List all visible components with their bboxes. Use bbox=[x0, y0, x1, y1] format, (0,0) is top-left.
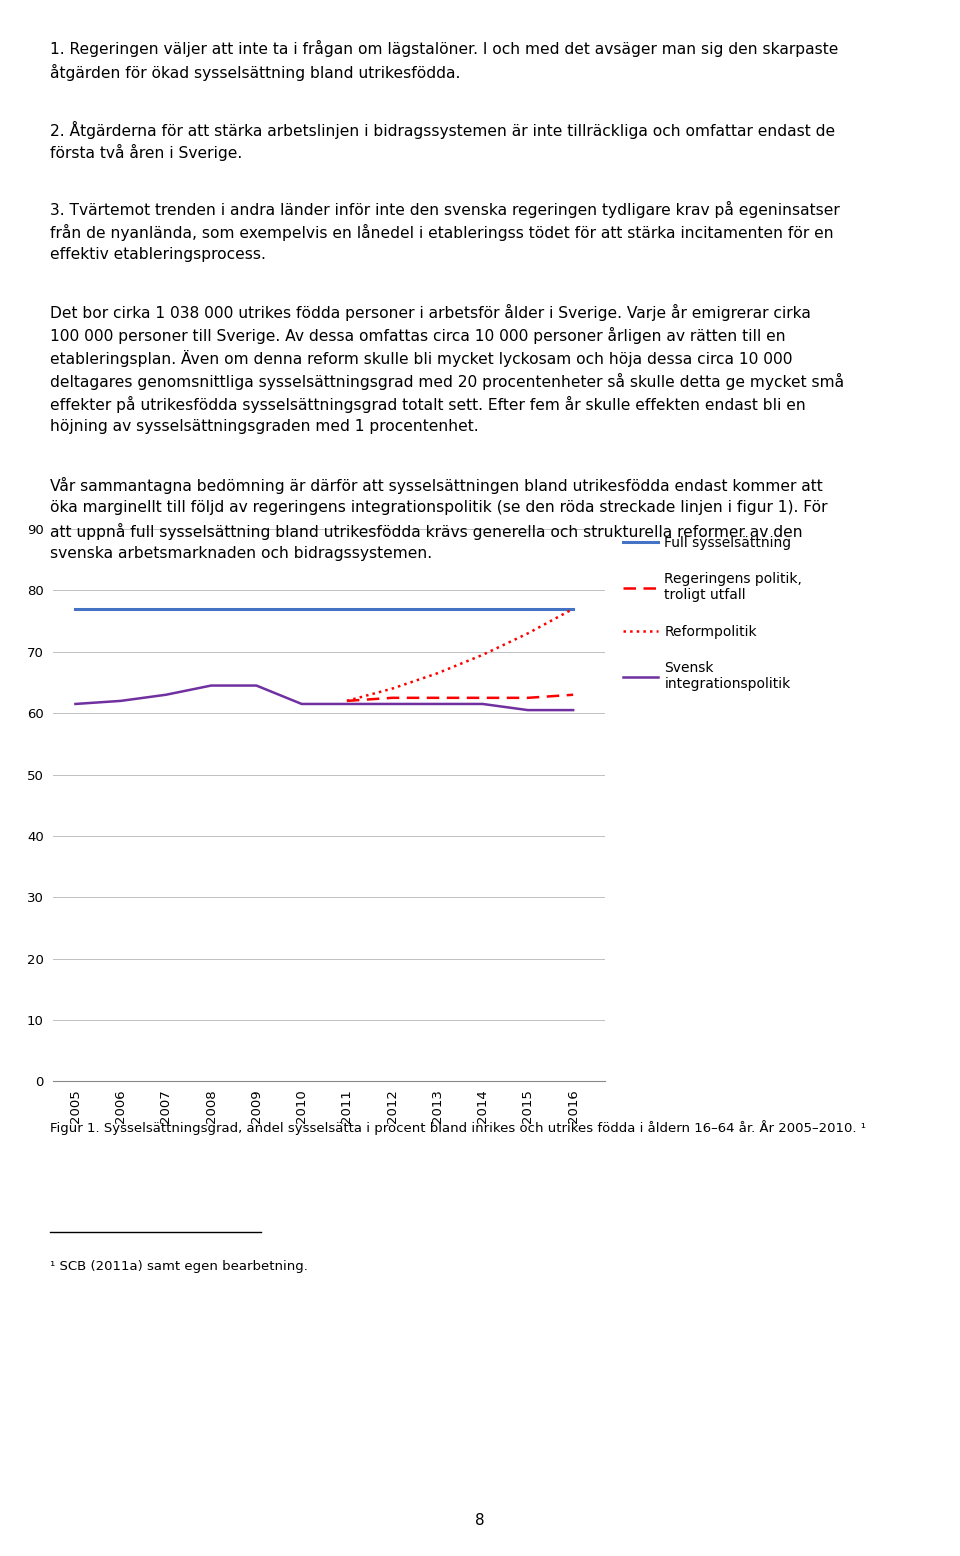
Text: 8: 8 bbox=[475, 1512, 485, 1528]
Text: etableringsplan. Även om denna reform skulle bli mycket lyckosam och höja dessa : etableringsplan. Även om denna reform sk… bbox=[50, 350, 792, 367]
Text: Vår sammantagna bedömning är därför att sysselsättningen bland utrikesfödda enda: Vår sammantagna bedömning är därför att … bbox=[50, 476, 823, 493]
Text: öka marginellt till följd av regeringens integrationspolitik (se den röda streck: öka marginellt till följd av regeringens… bbox=[50, 499, 828, 515]
Text: 100 000 personer till Sverige. Av dessa omfattas circa 10 000 personer årligen a: 100 000 personer till Sverige. Av dessa … bbox=[50, 327, 785, 344]
Text: ¹ SCB (2011a) samt egen bearbetning.: ¹ SCB (2011a) samt egen bearbetning. bbox=[50, 1260, 308, 1273]
Text: effektiv etableringsprocess.: effektiv etableringsprocess. bbox=[50, 247, 266, 261]
Text: Figur 1. Sysselsättningsgrad, andel sysselsätta i procent bland inrikes och utri: Figur 1. Sysselsättningsgrad, andel syss… bbox=[50, 1120, 866, 1136]
Text: 1. Regeringen väljer att inte ta i frågan om lägstalöner. I och med det avsäger : 1. Regeringen väljer att inte ta i fråga… bbox=[50, 40, 838, 58]
Text: Det bor cirka 1 038 000 utrikes födda personer i arbetsför ålder i Sverige. Varj: Det bor cirka 1 038 000 utrikes födda pe… bbox=[50, 305, 811, 322]
Text: att uppnå full sysselsättning bland utrikesfödda krävs generella och strukturell: att uppnå full sysselsättning bland utri… bbox=[50, 523, 803, 540]
Text: från de nyanlända, som exempelvis en lånedel i etableringss tödet för att stärka: från de nyanlända, som exempelvis en lån… bbox=[50, 224, 833, 241]
Text: höjning av sysselsättningsgraden med 1 procentenhet.: höjning av sysselsättningsgraden med 1 p… bbox=[50, 420, 478, 434]
Text: 3. Tvärtemot trenden i andra länder inför inte den svenska regeringen tydligare : 3. Tvärtemot trenden i andra länder infö… bbox=[50, 201, 840, 218]
Text: svenska arbetsmarknaden och bidragssystemen.: svenska arbetsmarknaden och bidragssyste… bbox=[50, 546, 432, 560]
Text: effekter på utrikesfödda sysselsättningsgrad totalt sett. Efter fem år skulle ef: effekter på utrikesfödda sysselsättnings… bbox=[50, 397, 805, 414]
Text: åtgärden för ökad sysselsättning bland utrikesfödda.: åtgärden för ökad sysselsättning bland u… bbox=[50, 64, 460, 81]
Text: 2. Åtgärderna för att stärka arbetslinjen i bidragssystemen är inte tillräckliga: 2. Åtgärderna för att stärka arbetslinje… bbox=[50, 121, 835, 138]
Text: första två åren i Sverige.: första två åren i Sverige. bbox=[50, 143, 242, 160]
Text: deltagares genomsnittliga sysselsättningsgrad med 20 procentenheter så skulle de: deltagares genomsnittliga sysselsättning… bbox=[50, 373, 844, 391]
Legend: Full sysselsättning, Regeringens politik,
troligt utfall, Reformpolitik, Svensk
: Full sysselsättning, Regeringens politik… bbox=[623, 535, 803, 691]
